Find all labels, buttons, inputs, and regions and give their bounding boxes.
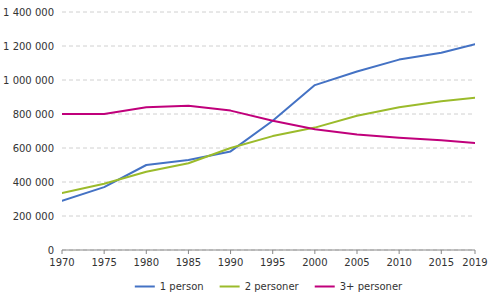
- legend-swatch: [220, 286, 240, 288]
- y-tick-label: 1 200 000: [3, 41, 54, 52]
- legend-item: 1 person: [135, 281, 204, 292]
- x-axis-line: [62, 250, 475, 251]
- legend-swatch: [135, 286, 155, 288]
- x-tick: [104, 250, 105, 254]
- x-tick-label: 1995: [260, 257, 285, 268]
- x-tick: [230, 250, 231, 254]
- legend: 1 person 2 personer 3+ personer: [135, 281, 403, 292]
- legend-item: 3+ personer: [315, 281, 403, 292]
- y-tick-label: 400 000: [13, 177, 54, 188]
- series-line: [62, 44, 475, 200]
- y-tick-label: 0: [48, 245, 54, 256]
- page: {"chart_data": {"type": "line", "x": [19…: [0, 0, 491, 302]
- legend-label: 2 personer: [245, 281, 300, 292]
- x-tick-label: 2005: [344, 257, 369, 268]
- legend-item: 2 personer: [220, 281, 300, 292]
- x-tick: [441, 250, 442, 254]
- x-tick: [146, 250, 147, 254]
- x-tick-label: 2019: [462, 257, 487, 268]
- series-line: [62, 98, 475, 193]
- y-tick-label: 200 000: [13, 211, 54, 222]
- x-tick: [188, 250, 189, 254]
- x-axis: 1970 1975 1980 1985 1990 1995 2000 2005 2010 2015…: [49, 250, 487, 268]
- x-tick-label: 2015: [429, 257, 454, 268]
- series-line: [62, 106, 475, 143]
- x-tick-label: 1990: [218, 257, 243, 268]
- legend-swatch: [315, 286, 335, 288]
- x-tick-label: 1985: [176, 257, 201, 268]
- legend-label: 3+ personer: [340, 281, 403, 292]
- grid-line: [62, 148, 475, 149]
- y-tick-label: 800 000: [13, 109, 54, 120]
- y-tick-label: 1 000 000: [3, 75, 54, 86]
- x-tick-label: 2010: [386, 257, 411, 268]
- x-tick: [475, 250, 476, 254]
- x-tick-label: 1970: [49, 257, 74, 268]
- y-grid: [62, 12, 475, 250]
- series-lines: [62, 44, 475, 200]
- chart: 0 200 000 400 000 600 000 800 000 1 000 000 1 …: [0, 0, 491, 302]
- grid-line: [62, 80, 475, 81]
- legend-label: 1 person: [160, 281, 204, 292]
- x-tick: [272, 250, 273, 254]
- x-tick: [357, 250, 358, 254]
- y-tick-label: 1 400 000: [3, 7, 54, 18]
- x-tick-label: 2000: [302, 257, 327, 268]
- grid-line: [62, 182, 475, 183]
- x-tick: [399, 250, 400, 254]
- grid-line: [62, 114, 475, 115]
- x-tick-label: 1980: [134, 257, 159, 268]
- y-tick-label: 600 000: [13, 143, 54, 154]
- grid-line: [62, 250, 475, 251]
- grid-line: [62, 216, 475, 217]
- x-tick: [314, 250, 315, 254]
- y-tick-labels: 0 200 000 400 000 600 000 800 000 1 000 000 1 …: [3, 7, 54, 256]
- grid-line: [62, 12, 475, 13]
- grid-line: [62, 46, 475, 47]
- x-tick: [62, 250, 63, 254]
- x-tick-label: 1975: [91, 257, 116, 268]
